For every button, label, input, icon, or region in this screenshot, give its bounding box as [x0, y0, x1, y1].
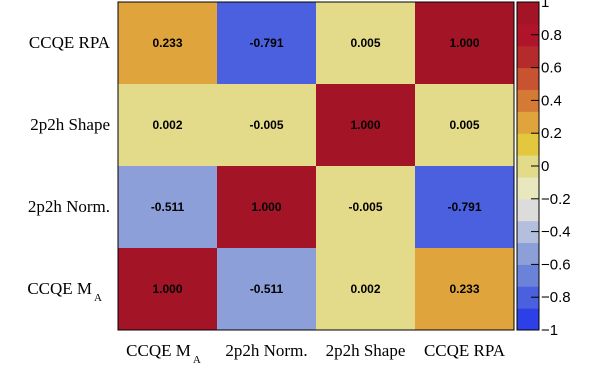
colorbar-bin	[517, 67, 539, 90]
colorbar-tick-label: 1	[541, 0, 549, 11]
heatmap-cell	[118, 248, 218, 331]
colorbar-bin	[517, 242, 539, 265]
cell-value-label: 0.005	[449, 118, 479, 132]
colorbar-tick-label: −1	[541, 322, 558, 339]
heatmap-cell	[415, 84, 515, 167]
colorbar-tick-label: 0.8	[541, 27, 562, 44]
colorbar	[516, 1, 540, 331]
colorbar-tick-label: 0	[541, 158, 549, 175]
cell-value-label: -0.005	[348, 200, 382, 214]
cell-value-label: 0.233	[152, 36, 182, 50]
heatmap-cell	[118, 2, 218, 85]
heatmap-cells	[117, 1, 515, 331]
colorbar-bin	[517, 133, 539, 156]
cell-value-label: 1.000	[152, 282, 182, 296]
heatmap-cell	[316, 84, 416, 167]
y-tick-label: CCQE RPA	[29, 33, 111, 52]
cell-value-label: -0.511	[151, 200, 185, 214]
cell-value-label: 0.005	[350, 36, 380, 50]
heatmap-cell	[316, 166, 416, 249]
colorbar-tick-label: 0.4	[541, 92, 562, 109]
heatmap-cell	[316, 2, 416, 85]
heatmap-cell	[415, 166, 515, 249]
colorbar-bin	[517, 23, 539, 47]
heatmap-cell	[217, 166, 317, 249]
heatmap-cell	[217, 248, 317, 331]
cell-value-label: 1.000	[449, 36, 479, 50]
x-tick-label: 2p2h Shape	[326, 341, 406, 360]
colorbar-tick-label: 0.2	[541, 125, 562, 142]
colorbar-bin	[517, 2, 539, 25]
x-axis-labels: CCQE M A 2p2h Norm. 2p2h Shape CCQE RPA	[126, 341, 506, 366]
colorbar-bin	[517, 220, 539, 244]
x-tick-label: 2p2h Norm.	[225, 341, 307, 360]
cell-value-label: -0.511	[250, 282, 284, 296]
cell-value-label: 1.000	[350, 118, 380, 132]
colorbar-tick-label: −0.2	[541, 191, 571, 208]
colorbar-bin	[517, 198, 539, 222]
colorbar-tick-label: −0.4	[541, 224, 571, 241]
colorbar-bin	[517, 286, 539, 309]
colorbar-bin	[517, 264, 539, 287]
colorbar-tick-label: −0.6	[541, 256, 571, 273]
cell-value-label: 1.000	[251, 200, 281, 214]
heatmap-cell	[118, 166, 218, 249]
cell-value-label: -0.791	[249, 36, 283, 50]
colorbar-bin	[517, 155, 539, 178]
colorbar-bin	[517, 45, 539, 69]
cell-value-label: -0.005	[249, 118, 283, 132]
colorbar-bin	[517, 308, 539, 331]
heatmap-cell	[316, 248, 416, 331]
heatmap-cell	[415, 248, 515, 331]
x-tick-label: CCQE RPA	[424, 341, 506, 360]
colorbar-ticks: 1 0.8 0.6 0.4 0.2 0 −0.2 −0.4 −0.6 −0.8 −1	[531, 0, 571, 339]
cell-value-label: 0.002	[152, 118, 182, 132]
colorbar-tick-label: 0.6	[541, 60, 562, 77]
cell-value-label: 0.002	[350, 282, 380, 296]
heatmap-cell	[217, 2, 317, 85]
cell-value-label: -0.791	[447, 200, 481, 214]
heatmap-cell	[118, 84, 218, 167]
heatmap-cell-labels: 0.233 -0.791 0.005 1.000 0.002 -0.005 1.000 0.0…	[151, 36, 482, 296]
y-tick-label: 2p2h Shape	[30, 115, 110, 134]
y-tick-label: 2p2h Norm.	[28, 197, 110, 216]
colorbar-bin	[517, 176, 539, 200]
heatmap-cell	[415, 2, 515, 85]
colorbar-bin	[517, 111, 539, 134]
colorbar-bin	[517, 89, 539, 112]
colorbar-tick-label: −0.8	[541, 289, 571, 306]
heatmap-cell	[217, 84, 317, 167]
plot-frame	[117, 1, 515, 331]
cell-value-label: 0.233	[449, 282, 479, 296]
